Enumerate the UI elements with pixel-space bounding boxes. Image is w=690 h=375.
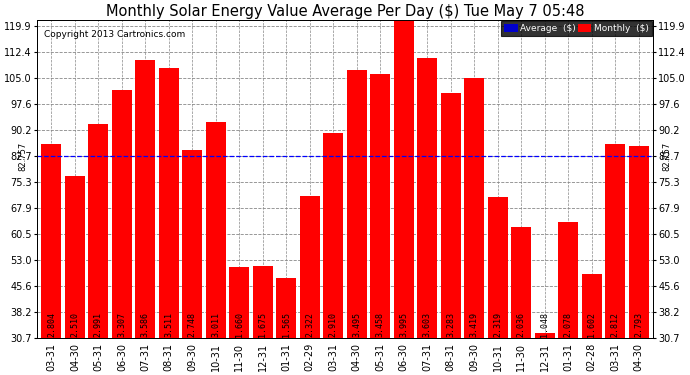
Text: 1.602: 1.602 (587, 312, 596, 337)
Text: 2.793: 2.793 (634, 312, 643, 337)
Text: 3.586: 3.586 (141, 312, 150, 337)
Text: 3.495: 3.495 (352, 312, 362, 337)
Bar (299, 196, 319, 338)
Text: 3.283: 3.283 (446, 312, 455, 337)
Text: 2.319: 2.319 (493, 312, 502, 337)
Bar (488, 196, 508, 338)
Text: 2.991: 2.991 (94, 312, 103, 337)
Bar (159, 68, 179, 338)
Text: 1.660: 1.660 (235, 312, 244, 337)
Text: Copyright 2013 Cartronics.com: Copyright 2013 Cartronics.com (43, 30, 185, 39)
Bar (394, 16, 414, 338)
Bar (206, 122, 226, 338)
Text: 2.078: 2.078 (564, 312, 573, 337)
Text: 1.048: 1.048 (540, 312, 549, 337)
Text: 1.675: 1.675 (258, 312, 267, 337)
Title: Monthly Solar Energy Value Average Per Day ($) Tue May 7 05:48: Monthly Solar Energy Value Average Per D… (106, 4, 584, 19)
Text: 3.603: 3.603 (423, 312, 432, 337)
Text: 2.812: 2.812 (611, 312, 620, 337)
Bar (464, 78, 484, 338)
Text: 82.757: 82.757 (662, 141, 671, 171)
Bar (558, 222, 578, 338)
Bar (276, 278, 296, 338)
Text: 2.910: 2.910 (328, 312, 338, 337)
Bar (253, 266, 273, 338)
Bar (511, 227, 531, 338)
Text: 3.995: 3.995 (400, 312, 408, 337)
Text: 3.419: 3.419 (470, 312, 479, 337)
Text: 2.322: 2.322 (305, 312, 314, 337)
Bar (347, 70, 366, 338)
Legend: Average  ($), Monthly  ($): Average ($), Monthly ($) (502, 21, 652, 36)
Text: 3.458: 3.458 (376, 312, 385, 337)
Text: 3.511: 3.511 (164, 312, 173, 337)
Text: 2.748: 2.748 (188, 312, 197, 337)
Bar (582, 274, 602, 338)
Text: 3.307: 3.307 (117, 312, 126, 337)
Bar (182, 150, 202, 338)
Bar (88, 124, 108, 338)
Text: 2.510: 2.510 (70, 312, 79, 337)
Bar (535, 333, 555, 338)
Bar (65, 176, 85, 338)
Bar (324, 133, 343, 338)
Text: 2.036: 2.036 (517, 312, 526, 337)
Bar (135, 60, 155, 338)
Bar (629, 146, 649, 338)
Text: 3.011: 3.011 (211, 312, 220, 337)
Bar (371, 74, 391, 338)
Bar (441, 93, 461, 338)
Bar (41, 144, 61, 338)
Text: 2.804: 2.804 (47, 312, 56, 337)
Text: 82.757: 82.757 (19, 141, 28, 171)
Bar (112, 90, 132, 338)
Text: 1.565: 1.565 (282, 312, 290, 337)
Bar (417, 58, 437, 338)
Bar (229, 267, 249, 338)
Bar (605, 144, 625, 338)
